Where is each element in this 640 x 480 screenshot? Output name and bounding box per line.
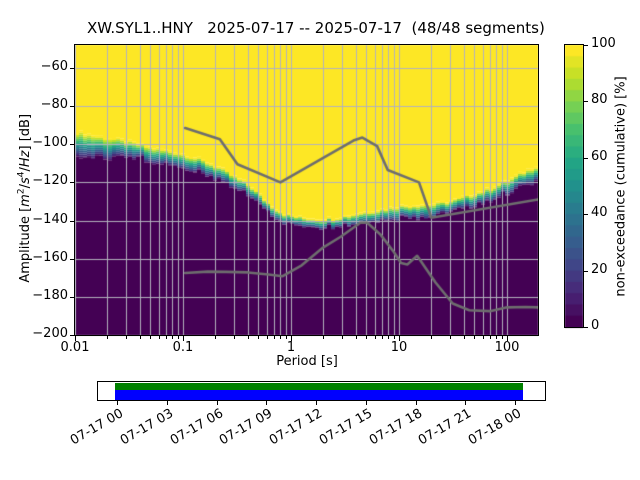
colorbar-frame: [564, 44, 584, 328]
tick-mark: [464, 336, 466, 339]
tick-mark: [388, 336, 390, 339]
y-tick-label: −120: [32, 173, 68, 188]
timeline-bar: [97, 381, 546, 401]
colorbar-tick-label: 40: [591, 205, 608, 220]
tick-mark: [267, 336, 269, 339]
tick-mark: [323, 336, 325, 339]
tick-mark: [159, 336, 161, 339]
tick-mark: [75, 336, 77, 341]
x-axis-label: Period [s]: [276, 354, 338, 369]
tick-mark: [584, 271, 588, 273]
tick-mark: [166, 336, 168, 339]
tick-mark: [140, 336, 142, 339]
unit-m: m: [17, 194, 33, 207]
x-tick-label: 0.01: [60, 340, 90, 355]
y-tick-label: −180: [32, 288, 68, 303]
y-tick-label: −200: [32, 326, 68, 341]
tick-mark: [172, 336, 174, 339]
tick-mark: [375, 336, 377, 339]
colorbar-tick-label: 20: [591, 262, 608, 277]
tick-mark: [248, 336, 250, 339]
colorbar-tick-label: 60: [591, 149, 608, 164]
tick-mark: [584, 327, 588, 329]
colorbar-label: non-exceedance (cumulative) [%]: [613, 76, 629, 297]
tick-mark: [416, 401, 418, 405]
tick-mark: [515, 401, 517, 405]
y-tick-label: −160: [32, 250, 68, 265]
unit-hz: Hz: [17, 150, 33, 168]
tick-mark: [431, 336, 433, 339]
unit-m-exp: 2: [16, 188, 27, 195]
tick-mark: [70, 106, 75, 108]
tick-mark: [394, 336, 396, 339]
tick-mark: [483, 336, 485, 339]
y-tick-label: −80: [40, 97, 68, 112]
tick-mark: [450, 336, 452, 339]
tick-mark: [107, 336, 109, 339]
tick-mark: [258, 336, 260, 339]
tick-mark: [70, 335, 75, 337]
y-tick-label: −140: [32, 212, 68, 227]
tick-mark: [366, 336, 368, 339]
tick-mark: [126, 336, 128, 339]
figure-title: XW.SYL1..HNY 2025-07-17 -- 2025-07-17 (4…: [87, 19, 545, 37]
colorbar-tick-label: 0: [591, 318, 600, 333]
tick-mark: [502, 336, 504, 339]
x-tick-label: 10: [390, 340, 408, 355]
tick-mark: [167, 401, 169, 405]
tick-mark: [496, 336, 498, 339]
tick-mark: [183, 336, 185, 341]
tick-mark: [280, 336, 282, 339]
main-axes-frame: [74, 44, 539, 336]
tick-mark: [70, 144, 75, 146]
tick-mark: [234, 336, 236, 339]
unit-s-exp: 4: [16, 171, 27, 178]
tick-mark: [356, 336, 358, 339]
y-axis-label: Amplitude [m2/s4/Hz] [dB]: [1, 102, 48, 312]
tick-mark: [342, 336, 344, 339]
tick-mark: [316, 401, 318, 405]
tick-mark: [178, 336, 180, 339]
tick-mark: [70, 68, 75, 70]
x-tick-label: 0.1: [172, 340, 194, 355]
tick-mark: [291, 336, 293, 341]
tick-mark: [215, 336, 217, 339]
y-tick-label: −60: [40, 59, 68, 74]
tick-mark: [286, 336, 288, 339]
tick-mark: [474, 336, 476, 339]
tick-mark: [217, 401, 219, 405]
x-tick-label: 1: [286, 340, 296, 355]
tick-mark: [70, 221, 75, 223]
colorbar-tick-label: 80: [591, 92, 608, 107]
tick-mark: [382, 336, 384, 339]
tick-mark: [150, 336, 152, 339]
tick-mark: [274, 336, 276, 339]
x-tick-label: 100: [494, 340, 520, 355]
tick-mark: [266, 401, 268, 405]
tick-mark: [584, 158, 588, 160]
tick-mark: [117, 401, 119, 405]
tick-mark: [70, 297, 75, 299]
colorbar-tick-label: 100: [591, 36, 616, 51]
tick-mark: [70, 259, 75, 261]
tick-mark: [490, 336, 492, 339]
tick-mark: [584, 214, 588, 216]
timeline-used-bar: [115, 390, 523, 400]
tick-mark: [507, 336, 509, 341]
tick-mark: [584, 101, 588, 103]
timeline-coverage-bar: [115, 383, 523, 390]
tick-mark: [584, 45, 588, 47]
tick-mark: [465, 401, 467, 405]
tick-mark: [366, 401, 368, 405]
unit-slash2: /: [17, 167, 33, 172]
tick-mark: [399, 336, 401, 341]
tick-mark: [70, 182, 75, 184]
y-tick-label: −100: [32, 135, 68, 150]
